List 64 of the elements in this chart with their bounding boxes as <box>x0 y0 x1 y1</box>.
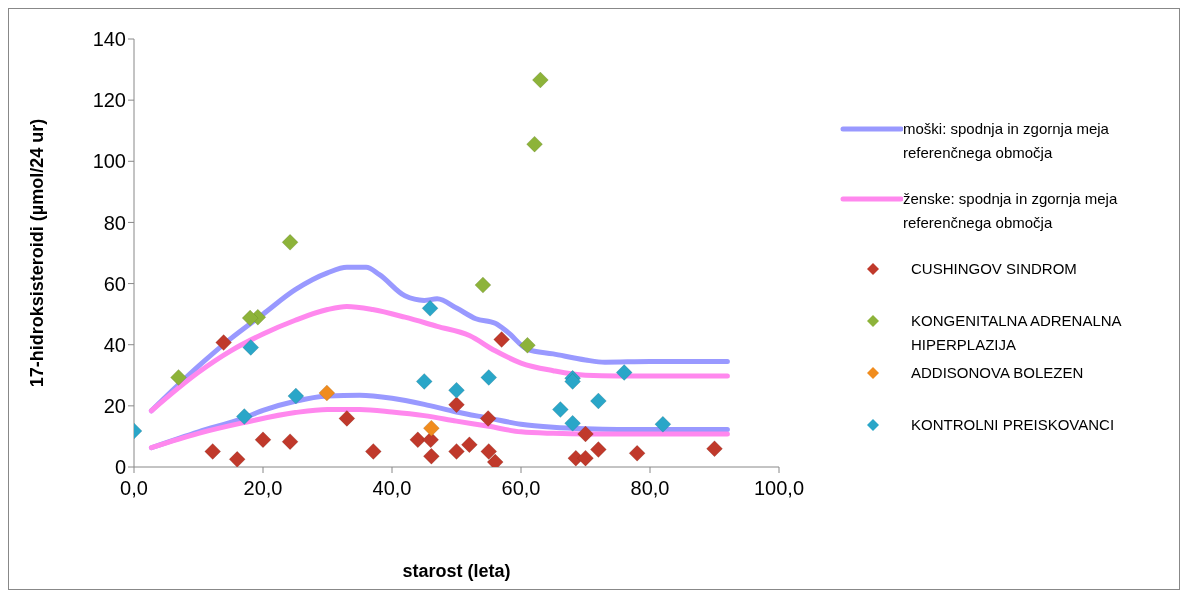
point <box>480 443 497 460</box>
x-tick-label: 100,0 <box>753 477 805 500</box>
point <box>422 431 439 449</box>
point <box>365 443 382 460</box>
point <box>479 410 497 427</box>
point <box>287 387 305 405</box>
legend-label: KONTROLNI PREISKOVANCI <box>911 415 1115 435</box>
point <box>480 369 497 386</box>
point <box>577 425 594 443</box>
x-tick-label: 0,0 <box>120 477 148 500</box>
point <box>236 408 253 425</box>
point <box>461 436 478 453</box>
legend-label: CUSHINGOV SINDROM <box>911 259 1077 279</box>
point <box>519 337 536 354</box>
y-tick-label: 80 <box>103 211 126 234</box>
y-tick-label: 100 <box>92 150 126 173</box>
point <box>706 440 723 457</box>
point <box>204 443 221 460</box>
point <box>628 444 646 462</box>
x-axis-title: starost (leta) <box>402 561 511 581</box>
point <box>228 451 246 467</box>
y-tick-label: 140 <box>92 28 126 51</box>
point <box>474 276 492 294</box>
point <box>241 309 259 327</box>
point <box>493 331 510 348</box>
point <box>532 71 549 89</box>
point <box>423 448 440 465</box>
y-axis-title: 17-hidroksisteroidi (µmol/24 ur) <box>27 118 48 388</box>
point <box>564 415 581 432</box>
point <box>170 369 187 386</box>
point <box>338 410 356 427</box>
legend-label: moški: spodnja in zgornja meja referenčnega območja <box>903 119 1110 163</box>
point <box>590 392 607 410</box>
legend-label: ADDISONOVA BOLEZEN <box>911 363 1084 383</box>
point <box>242 339 259 356</box>
y-tick-label: 120 <box>92 89 126 112</box>
point <box>654 415 672 433</box>
point <box>281 234 299 251</box>
y-tick-label: 0 <box>114 456 126 479</box>
point <box>421 300 439 317</box>
x-tick-label: 40,0 <box>372 477 412 500</box>
legend-label: ženske: spodnja in zgornja meja referenčnega območja <box>903 189 1119 233</box>
y-tick-label: 60 <box>103 272 126 295</box>
point <box>423 419 440 437</box>
point <box>448 443 465 460</box>
point <box>281 433 299 450</box>
point <box>409 431 427 449</box>
y-tick-label: 40 <box>103 333 126 356</box>
y-tick-label: 20 <box>103 394 126 417</box>
x-tick-label: 20,0 <box>243 477 283 500</box>
point <box>615 364 633 381</box>
legend-label: KONGENITALNA ADRENALNA HIPERPLAZIJA <box>911 311 1123 355</box>
point <box>577 449 594 467</box>
point <box>448 396 465 413</box>
point <box>318 384 336 402</box>
point <box>552 401 569 418</box>
point <box>416 373 433 390</box>
point <box>526 135 543 153</box>
x-tick-label: 80,0 <box>630 477 670 500</box>
point <box>590 441 607 458</box>
point <box>448 382 465 399</box>
point <box>215 334 232 351</box>
x-tick-label: 60,0 <box>501 477 541 500</box>
point <box>254 431 272 449</box>
